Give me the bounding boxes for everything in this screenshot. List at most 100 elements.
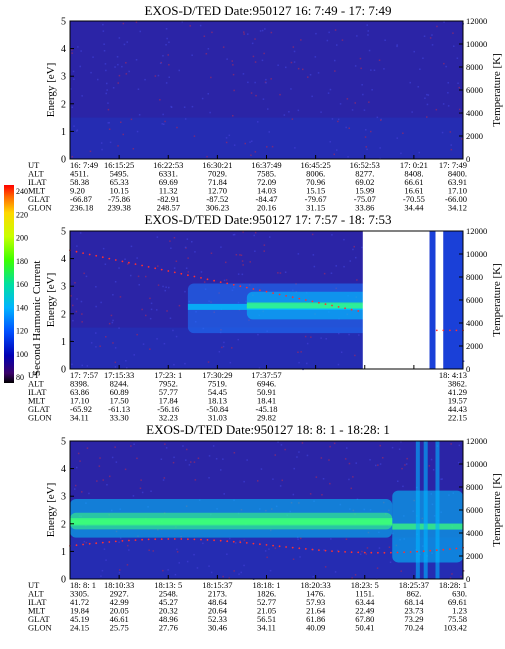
heatmap-noise-cell xyxy=(383,68,385,70)
heatmap-noise-cell xyxy=(98,465,101,467)
heatmap-noise-cell xyxy=(185,459,187,461)
orbit-table-cell: 63.86 xyxy=(70,387,89,397)
orbit-table-cell: 32.23 xyxy=(159,413,178,423)
heatmap-noise-cell xyxy=(220,246,222,248)
heatmap-noise-cell xyxy=(238,573,240,575)
heatmap-noise-cell xyxy=(162,285,164,288)
heatmap-noise-cell xyxy=(441,131,444,134)
heatmap-noise-cell xyxy=(163,477,166,479)
heatmap-noise-cell xyxy=(341,39,344,41)
heatmap-noise-cell xyxy=(233,452,236,454)
orbit-table-cell: -75.86 xyxy=(108,194,130,204)
orbit-table-cell: 5495. xyxy=(110,169,129,179)
heatmap-noise-cell xyxy=(168,76,170,78)
heatmap-noise-cell xyxy=(102,247,105,250)
heatmap-noise-cell xyxy=(292,493,295,496)
heatmap-noise-cell xyxy=(277,64,279,66)
orbit-table-cell: 48.96 xyxy=(159,614,178,624)
heatmap-noise-cell xyxy=(368,101,370,103)
heatmap-noise-cell xyxy=(141,308,143,311)
temperature-trace-point xyxy=(213,539,216,542)
heatmap-noise-cell xyxy=(262,98,265,100)
heatmap-noise-cell xyxy=(207,93,209,95)
heatmap-noise-cell xyxy=(208,565,210,567)
temperature-trace-point xyxy=(449,548,451,550)
heatmap-noise-cell xyxy=(354,574,357,576)
heatmap-noise-cell xyxy=(375,464,377,467)
heatmap-noise-cell xyxy=(102,30,105,32)
heatmap-noise-cell xyxy=(349,260,351,262)
heatmap-noise-cell xyxy=(401,467,403,470)
temperature-trace-point xyxy=(108,541,111,543)
y-tick-label: 3 xyxy=(61,282,66,293)
temperature-trace-point xyxy=(455,329,458,332)
heatmap-noise-cell xyxy=(167,54,169,56)
heatmap-noise-cell xyxy=(334,571,337,573)
heatmap-noise-cell xyxy=(307,76,309,78)
orbit-table-cell: -66.87 xyxy=(70,194,92,204)
heatmap-noise-cell xyxy=(127,263,129,265)
heatmap-noise-cell xyxy=(391,446,394,449)
orbit-table-cell: 25.75 xyxy=(110,623,129,633)
heatmap-noise-cell xyxy=(178,304,181,307)
heatmap-noise-cell xyxy=(114,446,116,448)
orbit-table-cell: 17:15:33 xyxy=(104,370,134,380)
heatmap-noise-cell xyxy=(247,33,249,35)
orbit-table-cell: 44.43 xyxy=(448,404,467,414)
heatmap-noise-cell xyxy=(189,25,191,27)
heatmap-noise-cell xyxy=(243,480,245,483)
panel-2-title: EXOS-D/TED Date:950127 17: 7:57 - 18: 7:… xyxy=(145,212,392,227)
panel-2-heatmap xyxy=(69,231,465,371)
heatmap-noise-cell xyxy=(126,564,129,566)
heatmap-noise-cell xyxy=(117,145,119,147)
heatmap-noise-cell xyxy=(250,92,253,94)
heatmap-noise-cell xyxy=(112,319,114,322)
heatmap-noise-cell xyxy=(297,351,299,353)
heatmap-noise-cell xyxy=(225,141,228,144)
heatmap-noise-cell xyxy=(396,44,398,46)
heatmap-noise-cell xyxy=(79,65,81,68)
heatmap-noise-cell xyxy=(461,138,463,140)
temperature-trace-point xyxy=(344,307,346,310)
heatmap-noise-cell xyxy=(166,37,168,40)
heatmap-noise-cell xyxy=(191,241,193,243)
temperature-trace-point xyxy=(167,538,170,540)
heatmap-noise-cell xyxy=(105,69,107,72)
heatmap-noise-cell xyxy=(306,454,309,457)
heatmap-noise-cell xyxy=(331,234,333,236)
orbit-table-cell: 34.44 xyxy=(404,203,424,213)
heatmap-noise-cell xyxy=(240,254,243,256)
orbit-table-cell: 20.64 xyxy=(208,606,228,616)
orbit-table-cell: 31.03 xyxy=(208,413,227,423)
temperature-trace-point xyxy=(173,271,176,274)
heatmap-noise-cell xyxy=(225,261,227,264)
y-right-tick-label: 6000 xyxy=(466,85,483,95)
heatmap-noise-cell xyxy=(125,360,127,362)
temperature-trace-point xyxy=(193,538,196,541)
temperature-trace-point xyxy=(318,301,320,304)
heatmap-noise-cell xyxy=(71,49,73,51)
heatmap-noise-cell xyxy=(103,43,105,45)
temperature-trace-point xyxy=(200,538,202,541)
heatmap-noise-cell xyxy=(149,297,151,300)
orbit-table-row-label: ILAT xyxy=(28,597,47,607)
heatmap-noise-cell xyxy=(241,260,244,262)
heatmap-noise-cell xyxy=(135,21,138,23)
heatmap-noise-cell xyxy=(150,308,153,311)
heatmap-noise-cell xyxy=(301,442,304,444)
heatmap-noise-cell xyxy=(285,66,287,69)
y-tick-label: 2 xyxy=(61,519,66,530)
heatmap-noise-cell xyxy=(165,82,168,84)
heatmap-noise-cell xyxy=(202,542,204,545)
temperature-trace-point xyxy=(442,329,445,332)
panel-1-orbit-table: UT 16: 7:49 16:15:25 16:22:53 16:30:21 16:37:… xyxy=(28,160,467,213)
panel-2-orbit-table: UT 17: 7:57 17:15:33 17:23: 1 17:30:29 17:37:… xyxy=(28,370,467,423)
heatmap-noise-cell xyxy=(85,275,88,278)
heatmap-noise-cell xyxy=(358,334,360,336)
heatmap-noise-cell xyxy=(458,461,460,464)
temperature-trace-point xyxy=(285,546,287,548)
y-right-tick-label: 2000 xyxy=(466,131,483,141)
panel-3-title: EXOS-D/TED Date:950127 18: 8: 1 - 18:28:… xyxy=(146,422,390,437)
y-right-tick-label: 10000 xyxy=(466,249,487,259)
heatmap-noise-cell xyxy=(71,363,73,366)
